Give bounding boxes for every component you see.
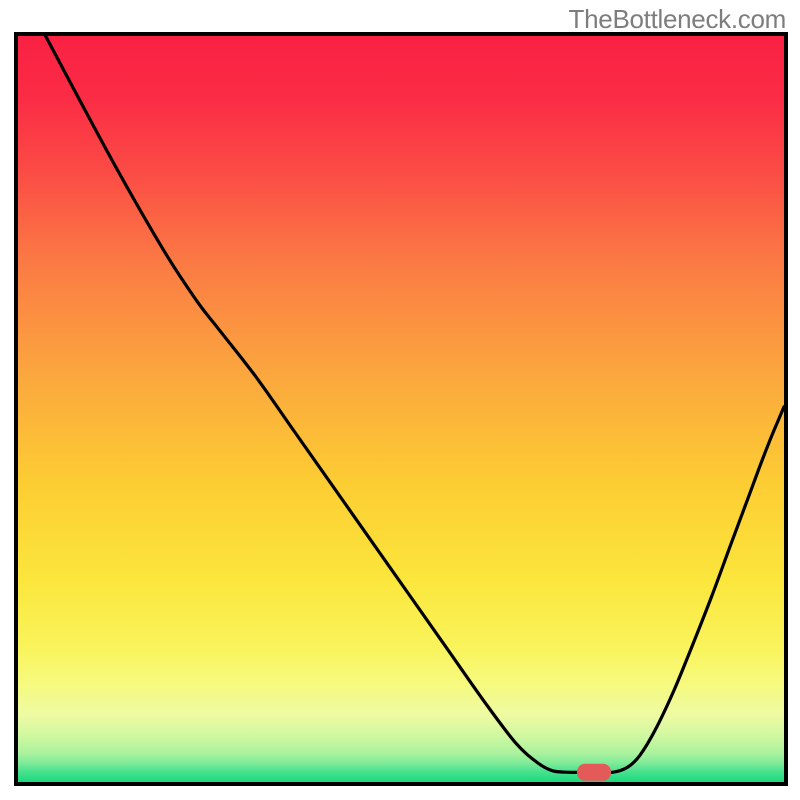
chart-container: TheBottleneck.com (0, 0, 800, 800)
watermark-text: TheBottleneck.com (569, 4, 786, 35)
optimal-point-marker (577, 764, 611, 781)
bottleneck-chart (0, 0, 800, 800)
plot-background (18, 36, 784, 782)
